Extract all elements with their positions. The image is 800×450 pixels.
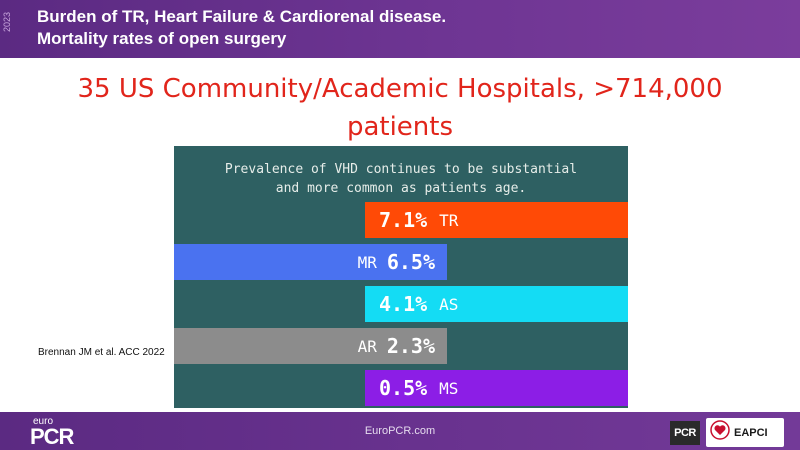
footer-bar [0,412,800,450]
bar-ar: AR 2.3% [174,328,447,364]
bar-mr-label: MR [357,252,377,272]
bar-as-value: 4.1% [379,292,428,316]
bar-mr: MR 6.5% [174,244,447,280]
footer-url[interactable]: EuroPCR.com [364,425,436,437]
pcr-badge-logo: PCR [670,421,700,445]
panel-caption-line2: and more common as patients age. [275,181,527,196]
slide-title: Burden of TR, Heart Failure & Cardiorena… [37,6,777,50]
header-bar: Burden of TR, Heart Failure & Cardiorena… [0,0,800,58]
bar-ms: 0.5% MS [365,370,628,406]
euro-wordmark: euro [33,416,54,427]
slide-subtitle-line1: 35 US Community/Academic Hospitals, >714… [77,74,723,104]
bar-tr: 7.1% TR [365,202,628,238]
panel-caption-line1: Prevalence of VHD continues to be substa… [224,162,578,177]
europcr-logo: PCR [30,424,74,449]
slide-title-line1: Burden of TR, Heart Failure & Cardiorena… [37,7,447,26]
bar-ms-label: MS [439,378,459,398]
panel-caption: Prevalence of VHD continues to be substa… [174,160,628,198]
eapci-label: EAPCI [734,426,768,439]
bar-mr-value: 6.5% [386,250,435,274]
bar-as-label: AS [439,294,459,314]
slide-title-line2: Mortality rates of open surgery [37,29,287,48]
bar-tr-label: TR [439,210,459,230]
prevalence-panel: Prevalence of VHD continues to be substa… [174,146,628,408]
eapci-logo: EAPCI [706,418,784,447]
bar-ar-value: 2.3% [386,334,435,358]
citation: Brennan JM et al. ACC 2022 [38,347,165,358]
heart-icon [710,420,730,445]
slide-subtitle: 35 US Community/Academic Hospitals, >714… [60,70,740,146]
slide-subtitle-line2: patients [346,112,454,142]
bar-ar-label: AR [357,336,377,356]
bar-tr-value: 7.1% [379,208,428,232]
bar-ms-value: 0.5% [379,376,428,400]
bar-as: 4.1% AS [365,286,628,322]
event-year: 2023 [2,11,12,33]
